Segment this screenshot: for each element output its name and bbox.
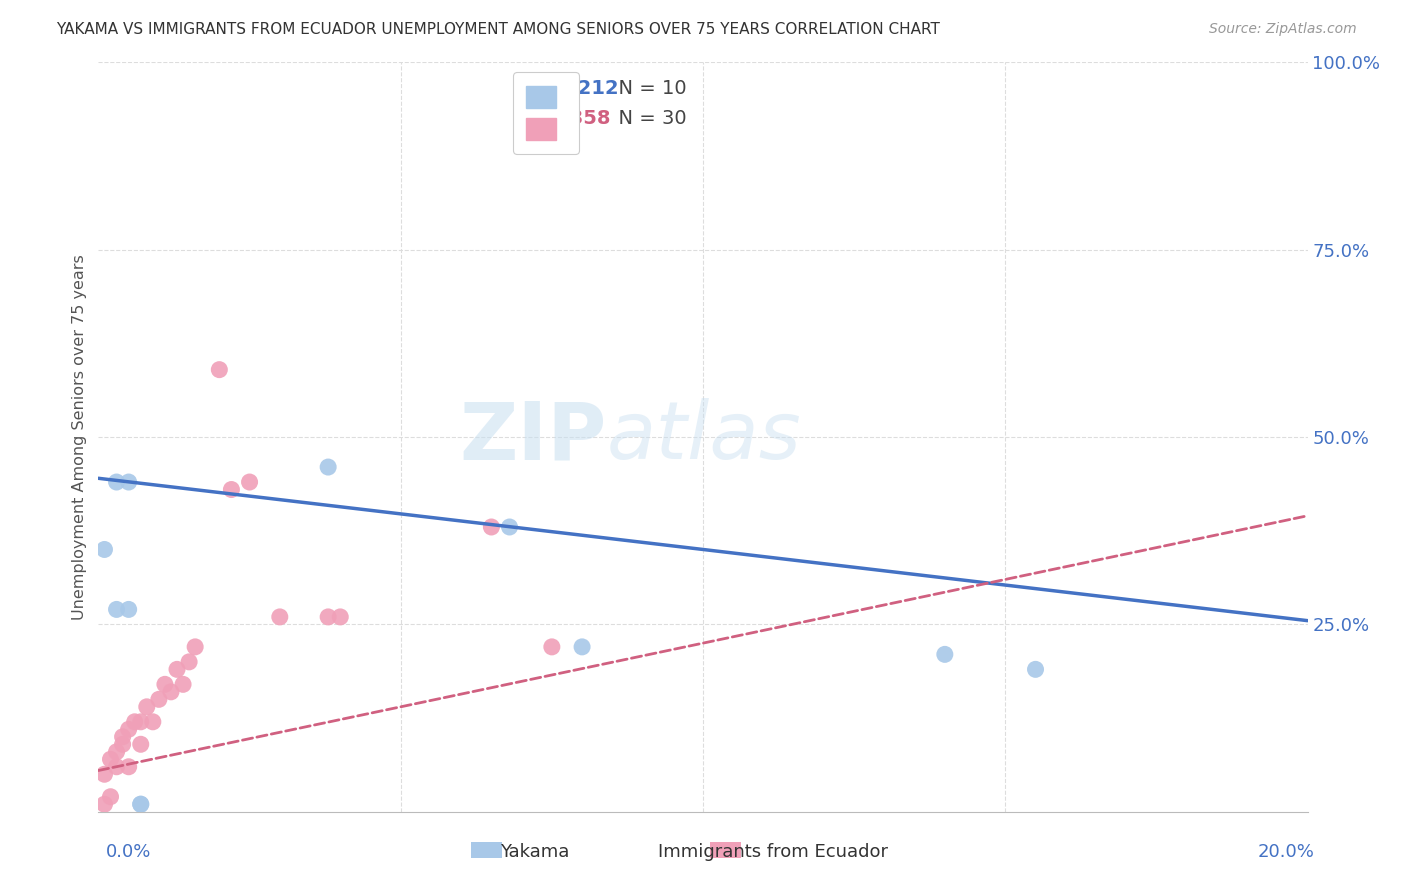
Point (316, 460, 339, 475)
Point (148, 692, 170, 706)
Legend: , : , (513, 72, 579, 154)
Text: R =: R = (516, 109, 558, 128)
Point (221, 483, 243, 497)
Text: N = 30: N = 30 (606, 109, 688, 128)
Point (100, 752, 122, 766)
Point (172, 677, 194, 691)
Point (100, 789, 122, 804)
Point (124, 714, 146, 729)
Point (129, 737, 152, 751)
Point (571, 640, 593, 654)
Point (329, 610, 352, 624)
Text: Source: ZipAtlas.com: Source: ZipAtlas.com (1209, 22, 1357, 37)
Point (105, 745, 128, 759)
Point (540, 640, 562, 654)
Point (498, 520, 520, 534)
Point (118, 723, 141, 737)
Text: 20.0%: 20.0% (1258, 843, 1315, 861)
Point (166, 662, 188, 676)
Point (934, 648, 956, 662)
Text: Yakama: Yakama (499, 843, 569, 861)
Point (105, 475, 128, 489)
Point (239, 475, 262, 489)
Point (105, 602, 128, 616)
Point (129, 797, 152, 812)
Point (1024, 662, 1046, 676)
Point (269, 610, 291, 624)
Text: Immigrants from Ecuador: Immigrants from Ecuador (658, 843, 889, 861)
Text: 0.0%: 0.0% (105, 843, 150, 861)
Point (481, 520, 503, 534)
Point (118, 475, 141, 489)
Point (208, 362, 231, 376)
Point (129, 714, 152, 729)
Point (93, 542, 115, 557)
Point (93, 767, 115, 781)
Point (93, 797, 115, 812)
Text: N = 10: N = 10 (606, 79, 688, 98)
Point (153, 677, 176, 691)
Text: -0.212: -0.212 (550, 79, 619, 98)
Point (179, 655, 201, 669)
Point (111, 730, 134, 744)
Text: atlas: atlas (606, 398, 801, 476)
Text: 0.358: 0.358 (550, 109, 612, 128)
Point (118, 602, 141, 616)
Point (160, 685, 183, 699)
Point (135, 699, 157, 714)
Point (316, 610, 339, 624)
Point (105, 760, 128, 774)
Point (118, 760, 141, 774)
Text: R =: R = (516, 79, 558, 98)
Text: ZIP: ZIP (458, 398, 606, 476)
Point (129, 797, 152, 812)
Point (184, 640, 207, 654)
Text: YAKAMA VS IMMIGRANTS FROM ECUADOR UNEMPLOYMENT AMONG SENIORS OVER 75 YEARS CORRE: YAKAMA VS IMMIGRANTS FROM ECUADOR UNEMPL… (56, 22, 941, 37)
Point (111, 737, 134, 751)
Y-axis label: Unemployment Among Seniors over 75 years: Unemployment Among Seniors over 75 years (72, 254, 87, 620)
Point (142, 714, 165, 729)
